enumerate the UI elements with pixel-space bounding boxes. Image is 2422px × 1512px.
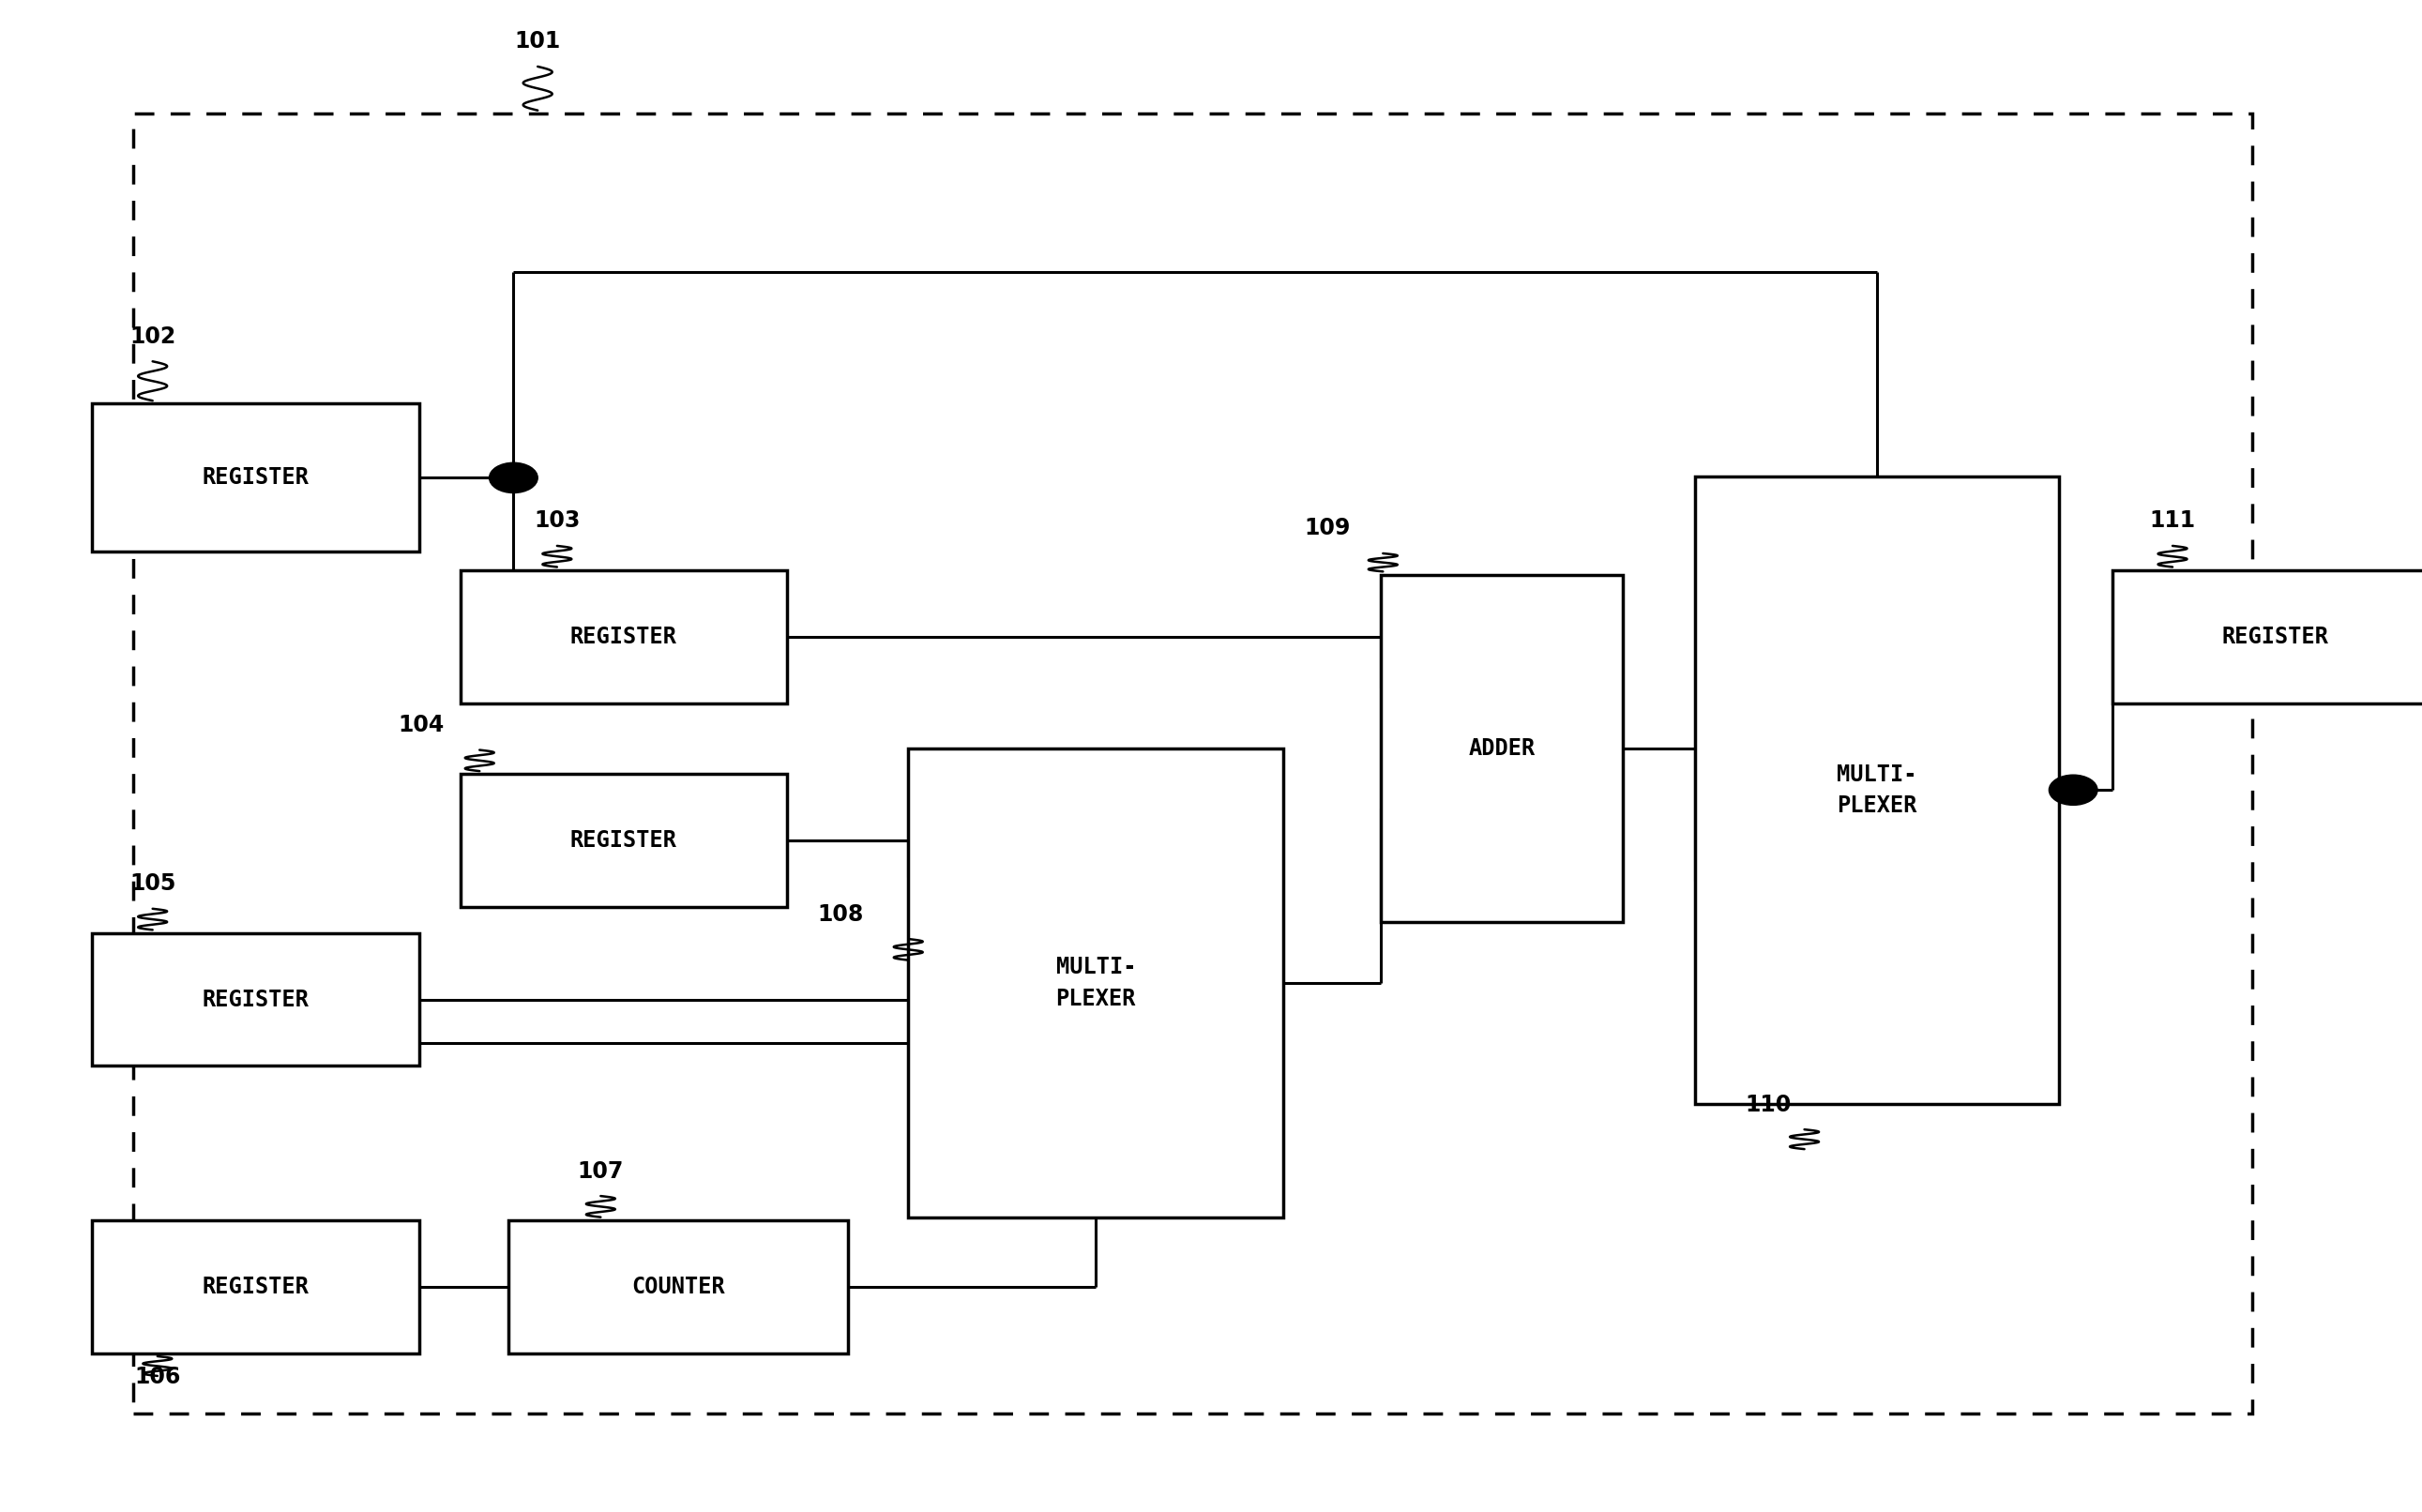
Text: 103: 103 xyxy=(533,510,581,532)
Text: COUNTER: COUNTER xyxy=(632,1276,724,1297)
Text: 104: 104 xyxy=(397,714,446,736)
Bar xyxy=(460,774,787,907)
Text: REGISTER: REGISTER xyxy=(201,1276,310,1297)
Text: 102: 102 xyxy=(128,325,177,348)
Bar xyxy=(509,1220,848,1353)
Text: 111: 111 xyxy=(2148,510,2197,532)
Bar xyxy=(1695,476,2059,1104)
Text: REGISTER: REGISTER xyxy=(569,830,678,851)
Text: REGISTER: REGISTER xyxy=(201,989,310,1010)
Text: MULTI-
PLEXER: MULTI- PLEXER xyxy=(1836,764,1918,816)
Bar xyxy=(908,748,1284,1217)
Text: 109: 109 xyxy=(1303,517,1351,540)
Bar xyxy=(1381,575,1623,922)
Bar xyxy=(460,570,787,703)
Text: 105: 105 xyxy=(128,872,177,895)
Bar xyxy=(92,933,419,1066)
Text: 106: 106 xyxy=(133,1365,182,1388)
Text: REGISTER: REGISTER xyxy=(201,467,310,488)
Bar xyxy=(133,113,2252,1414)
Bar xyxy=(2112,570,2422,703)
Text: REGISTER: REGISTER xyxy=(569,626,678,647)
Circle shape xyxy=(489,463,538,493)
Text: ADDER: ADDER xyxy=(1468,738,1536,759)
Text: MULTI-
PLEXER: MULTI- PLEXER xyxy=(1056,956,1136,1010)
Text: REGISTER: REGISTER xyxy=(2221,626,2330,647)
Text: 101: 101 xyxy=(513,30,562,53)
Text: 110: 110 xyxy=(1744,1093,1792,1116)
Bar xyxy=(92,1220,419,1353)
Text: 108: 108 xyxy=(816,903,865,925)
Text: 107: 107 xyxy=(576,1160,625,1182)
Bar xyxy=(92,404,419,552)
Circle shape xyxy=(2049,774,2097,804)
